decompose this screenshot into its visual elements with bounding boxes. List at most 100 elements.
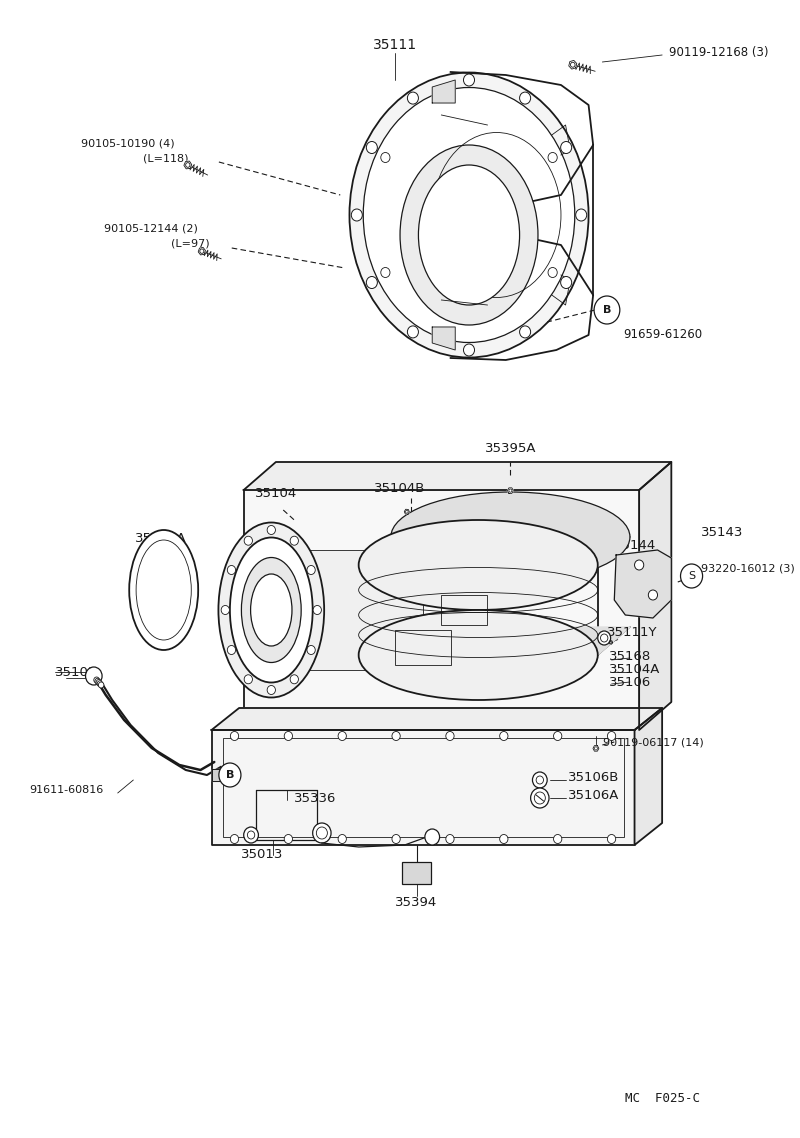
Ellipse shape	[400, 145, 538, 325]
Text: B: B	[602, 305, 611, 315]
Circle shape	[576, 209, 586, 221]
Text: 35106B: 35106B	[568, 770, 620, 783]
Ellipse shape	[358, 610, 598, 700]
Circle shape	[554, 732, 562, 741]
Polygon shape	[184, 162, 192, 168]
Circle shape	[267, 685, 275, 694]
Text: MC  F025-C: MC F025-C	[626, 1092, 700, 1105]
Circle shape	[307, 645, 315, 654]
Circle shape	[519, 92, 530, 104]
Circle shape	[313, 605, 322, 615]
Circle shape	[561, 277, 572, 289]
Ellipse shape	[218, 522, 324, 698]
Circle shape	[313, 823, 331, 843]
Circle shape	[221, 605, 230, 615]
Bar	[402, 861, 431, 884]
Ellipse shape	[230, 537, 313, 683]
Circle shape	[230, 732, 238, 741]
Bar	[258, 550, 423, 670]
Text: S: S	[688, 571, 695, 582]
Circle shape	[94, 677, 99, 683]
Polygon shape	[198, 247, 206, 255]
Polygon shape	[358, 537, 630, 564]
Circle shape	[392, 732, 400, 741]
Circle shape	[96, 679, 102, 685]
Polygon shape	[244, 490, 639, 729]
Circle shape	[351, 209, 362, 221]
Circle shape	[634, 560, 644, 570]
Circle shape	[598, 630, 610, 645]
Text: 35395A: 35395A	[485, 442, 536, 455]
Ellipse shape	[130, 530, 198, 650]
Bar	[442, 595, 487, 625]
Text: (L=118): (L=118)	[143, 152, 189, 163]
Circle shape	[267, 526, 275, 535]
Ellipse shape	[250, 574, 292, 646]
Circle shape	[95, 678, 101, 684]
Circle shape	[338, 732, 346, 741]
Text: 35106A: 35106A	[568, 789, 620, 801]
Text: 35013: 35013	[241, 848, 283, 861]
Polygon shape	[432, 80, 455, 104]
Ellipse shape	[418, 165, 519, 305]
Circle shape	[446, 834, 454, 843]
Circle shape	[98, 681, 102, 686]
Polygon shape	[244, 462, 671, 490]
Text: 35104: 35104	[254, 487, 297, 500]
Polygon shape	[639, 462, 671, 729]
Polygon shape	[432, 327, 455, 351]
Text: 91611-60816: 91611-60816	[30, 785, 104, 795]
Circle shape	[548, 152, 558, 163]
Polygon shape	[404, 509, 410, 514]
Circle shape	[407, 325, 418, 338]
Text: 90119-12168 (3): 90119-12168 (3)	[670, 46, 769, 58]
Ellipse shape	[350, 73, 589, 357]
Text: 90105-10190 (4): 90105-10190 (4)	[81, 138, 174, 148]
Circle shape	[446, 732, 454, 741]
Text: 35144: 35144	[614, 538, 657, 552]
Circle shape	[244, 536, 253, 545]
Circle shape	[219, 762, 241, 787]
Ellipse shape	[358, 520, 598, 610]
Text: 35111A: 35111A	[135, 531, 186, 545]
Polygon shape	[634, 708, 662, 846]
Circle shape	[338, 834, 346, 843]
Text: 35111: 35111	[374, 38, 418, 52]
Circle shape	[548, 267, 558, 278]
Circle shape	[98, 682, 104, 688]
Text: 35143: 35143	[701, 526, 743, 538]
Circle shape	[463, 74, 474, 86]
Circle shape	[407, 92, 418, 104]
Circle shape	[290, 536, 298, 545]
Circle shape	[554, 834, 562, 843]
Circle shape	[561, 141, 572, 154]
Circle shape	[607, 834, 616, 843]
Ellipse shape	[363, 88, 574, 343]
Bar	[395, 630, 450, 665]
Text: 93220-16012 (3): 93220-16012 (3)	[701, 563, 794, 574]
Bar	[222, 739, 623, 838]
Circle shape	[594, 296, 620, 324]
Circle shape	[500, 732, 508, 741]
Text: 35104B: 35104B	[374, 483, 426, 495]
Circle shape	[533, 772, 547, 787]
Polygon shape	[593, 745, 599, 751]
Polygon shape	[211, 769, 222, 781]
Circle shape	[381, 152, 390, 163]
Circle shape	[227, 645, 236, 654]
Circle shape	[519, 325, 530, 338]
Circle shape	[648, 589, 658, 600]
Polygon shape	[211, 729, 634, 846]
Circle shape	[290, 675, 298, 684]
Circle shape	[284, 732, 293, 741]
Circle shape	[425, 828, 439, 846]
Circle shape	[244, 827, 258, 843]
Circle shape	[86, 667, 102, 685]
Circle shape	[284, 834, 293, 843]
Text: 90105-12144 (2): 90105-12144 (2)	[104, 223, 198, 233]
Circle shape	[366, 277, 378, 289]
Text: 35336: 35336	[294, 792, 337, 805]
Polygon shape	[614, 550, 671, 618]
Circle shape	[530, 787, 549, 808]
Circle shape	[500, 834, 508, 843]
